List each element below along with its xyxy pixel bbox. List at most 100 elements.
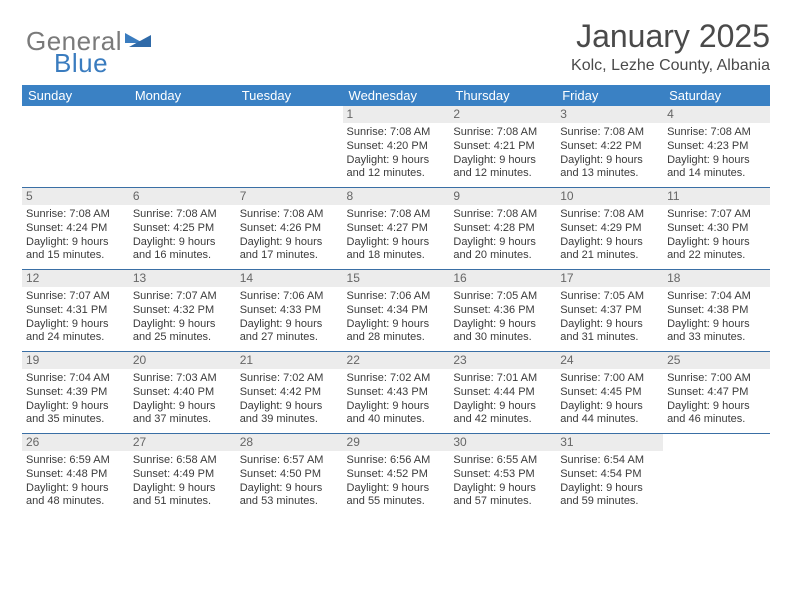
daylight-line: Daylight: 9 hours and 37 minutes. xyxy=(133,400,216,426)
day-number: 12 xyxy=(22,270,129,287)
daylight-line: Daylight: 9 hours and 18 minutes. xyxy=(347,236,430,262)
calendar-day-cell: 29Sunrise: 6:56 AMSunset: 4:52 PMDayligh… xyxy=(343,434,450,516)
brand-logo: General Blue xyxy=(22,18,151,57)
day-number: 4 xyxy=(663,106,770,123)
sunset-line: Sunset: 4:44 PM xyxy=(453,386,534,398)
daylight-line: Daylight: 9 hours and 13 minutes. xyxy=(560,154,643,180)
sunset-line: Sunset: 4:39 PM xyxy=(26,386,107,398)
day-info: Sunrise: 7:02 AMSunset: 4:42 PMDaylight:… xyxy=(240,372,339,427)
sunset-line: Sunset: 4:42 PM xyxy=(240,386,321,398)
calendar-week-row: 26Sunrise: 6:59 AMSunset: 4:48 PMDayligh… xyxy=(22,434,770,516)
sunrise-line: Sunrise: 6:59 AM xyxy=(26,454,110,466)
calendar-day-cell: 12 Sunrise: 7:07 AMSunset: 4:31 PMDayligh… xyxy=(22,270,129,352)
day-number: 18 xyxy=(663,270,770,287)
sunset-line: Sunset: 4:40 PM xyxy=(133,386,214,398)
calendar-day-cell: 15Sunrise: 7:06 AMSunset: 4:34 PMDayligh… xyxy=(343,270,450,352)
daylight-line: Daylight: 9 hours and 35 minutes. xyxy=(26,400,109,426)
day-number: 17 xyxy=(556,270,663,287)
calendar-day-cell: 26Sunrise: 6:59 AMSunset: 4:48 PMDayligh… xyxy=(22,434,129,516)
sunset-line: Sunset: 4:45 PM xyxy=(560,386,641,398)
day-info: Sunrise: 7:08 AMSunset: 4:20 PMDaylight:… xyxy=(347,126,446,181)
sunset-line: Sunset: 4:43 PM xyxy=(347,386,428,398)
sunrise-line: Sunrise: 7:04 AM xyxy=(26,372,110,384)
daylight-line: Daylight: 9 hours and 20 minutes. xyxy=(453,236,536,262)
dow-monday: Monday xyxy=(129,85,236,106)
day-info: Sunrise: 7:04 AMSunset: 4:38 PMDaylight:… xyxy=(667,290,766,345)
calendar-day-cell: 14Sunrise: 7:06 AMSunset: 4:33 PMDayligh… xyxy=(236,270,343,352)
day-number: 9 xyxy=(449,188,556,205)
day-number: 28 xyxy=(236,434,343,451)
sunset-line: Sunset: 4:33 PM xyxy=(240,304,321,316)
sunrise-line: Sunrise: 6:54 AM xyxy=(560,454,644,466)
day-info: Sunrise: 6:58 AMSunset: 4:49 PMDaylight:… xyxy=(133,454,232,509)
calendar-day-cell: 13Sunrise: 7:07 AMSunset: 4:32 PMDayligh… xyxy=(129,270,236,352)
day-number: 14 xyxy=(236,270,343,287)
calendar-day-cell: 18 Sunrise: 7:04 AMSunset: 4:38 PMDayligh… xyxy=(663,270,770,352)
sunset-line: Sunset: 4:22 PM xyxy=(560,140,641,152)
daylight-line: Daylight: 9 hours and 42 minutes. xyxy=(453,400,536,426)
day-info: Sunrise: 7:07 AMSunset: 4:31 PMDaylight:… xyxy=(26,290,125,345)
dow-tuesday: Tuesday xyxy=(236,85,343,106)
sunset-line: Sunset: 4:27 PM xyxy=(347,222,428,234)
day-info: Sunrise: 7:08 AMSunset: 4:28 PMDaylight:… xyxy=(453,208,552,263)
daylight-line: Daylight: 9 hours and 12 minutes. xyxy=(453,154,536,180)
day-info: Sunrise: 7:08 AMSunset: 4:26 PMDaylight:… xyxy=(240,208,339,263)
day-info: Sunrise: 6:54 AMSunset: 4:54 PMDaylight:… xyxy=(560,454,659,509)
calendar-day-cell: 10Sunrise: 7:08 AMSunset: 4:29 PMDayligh… xyxy=(556,188,663,270)
sunrise-line: Sunrise: 7:07 AM xyxy=(133,290,217,302)
day-number: 3 xyxy=(556,106,663,123)
daylight-line: Daylight: 9 hours and 31 minutes. xyxy=(560,318,643,344)
sunrise-line: Sunrise: 7:05 AM xyxy=(453,290,537,302)
day-number: 5 xyxy=(22,188,129,205)
title-block: January 2025 Kolc, Lezhe County, Albania xyxy=(571,18,770,75)
sunrise-line: Sunrise: 6:57 AM xyxy=(240,454,324,466)
daylight-line: Daylight: 9 hours and 15 minutes. xyxy=(26,236,109,262)
calendar-day-cell: 22Sunrise: 7:02 AMSunset: 4:43 PMDayligh… xyxy=(343,352,450,434)
sunset-line: Sunset: 4:23 PM xyxy=(667,140,748,152)
calendar-day-cell: . xyxy=(22,106,129,188)
calendar-day-cell: 19 Sunrise: 7:04 AM Sunset: 4:39 PM Dayligh… xyxy=(22,352,129,434)
sunrise-line: Sunrise: 7:01 AM xyxy=(453,372,537,384)
day-number: 23 xyxy=(449,352,556,369)
calendar-day-cell: 16Sunrise: 7:05 AMSunset: 4:36 PMDayligh… xyxy=(449,270,556,352)
calendar-day-cell: . xyxy=(236,106,343,188)
day-number: 20 xyxy=(129,352,236,369)
daylight-line: Daylight: 9 hours and 16 minutes. xyxy=(133,236,216,262)
sunset-line: Sunset: 4:24 PM xyxy=(26,222,107,234)
sunset-line: Sunset: 4:47 PM xyxy=(667,386,748,398)
sunrise-line: Sunrise: 6:55 AM xyxy=(453,454,537,466)
day-number: 24 xyxy=(556,352,663,369)
day-info: Sunrise: 6:57 AMSunset: 4:50 PMDaylight:… xyxy=(240,454,339,509)
brand-mark-icon xyxy=(125,29,151,56)
day-info: Sunrise: 6:59 AMSunset: 4:48 PMDaylight:… xyxy=(26,454,125,509)
sunset-line: Sunset: 4:50 PM xyxy=(240,468,321,480)
calendar-day-cell: 25Sunrise: 7:00 AMSunset: 4:47 PMDayligh… xyxy=(663,352,770,434)
calendar-day-cell: 17Sunrise: 7:05 AMSunset: 4:37 PMDayligh… xyxy=(556,270,663,352)
sunrise-line: Sunrise: 7:07 AM xyxy=(667,208,751,220)
daylight-line: Daylight: 9 hours and 33 minutes. xyxy=(667,318,750,344)
sunset-line: Sunset: 4:30 PM xyxy=(667,222,748,234)
day-number: 7 xyxy=(236,188,343,205)
day-info: Sunrise: 7:00 AMSunset: 4:47 PMDaylight:… xyxy=(667,372,766,427)
daylight-line: Daylight: 9 hours and 48 minutes. xyxy=(26,482,109,508)
sunrise-line: Sunrise: 7:08 AM xyxy=(133,208,217,220)
sunset-line: Sunset: 4:36 PM xyxy=(453,304,534,316)
daylight-line: Daylight: 9 hours and 59 minutes. xyxy=(560,482,643,508)
calendar-week-row: 5Sunrise: 7:08 AMSunset: 4:24 PMDaylight… xyxy=(22,188,770,270)
sunrise-line: Sunrise: 7:08 AM xyxy=(240,208,324,220)
dow-friday: Friday xyxy=(556,85,663,106)
day-number: 19 xyxy=(22,352,129,369)
day-info: Sunrise: 7:08 AMSunset: 4:24 PMDaylight:… xyxy=(26,208,125,263)
sunset-line: Sunset: 4:29 PM xyxy=(560,222,641,234)
sunrise-line: Sunrise: 7:00 AM xyxy=(667,372,751,384)
sunrise-line: Sunrise: 7:00 AM xyxy=(560,372,644,384)
calendar-day-cell: 27Sunrise: 6:58 AMSunset: 4:49 PMDayligh… xyxy=(129,434,236,516)
day-info: Sunrise: 7:07 AMSunset: 4:32 PMDaylight:… xyxy=(133,290,232,345)
day-number: 22 xyxy=(343,352,450,369)
daylight-line: Daylight: 9 hours and 55 minutes. xyxy=(347,482,430,508)
day-number: 21 xyxy=(236,352,343,369)
calendar-day-cell: 24Sunrise: 7:00 AMSunset: 4:45 PMDayligh… xyxy=(556,352,663,434)
day-info: Sunrise: 7:06 AMSunset: 4:34 PMDaylight:… xyxy=(347,290,446,345)
day-number: 31 xyxy=(556,434,663,451)
sunset-line: Sunset: 4:32 PM xyxy=(133,304,214,316)
